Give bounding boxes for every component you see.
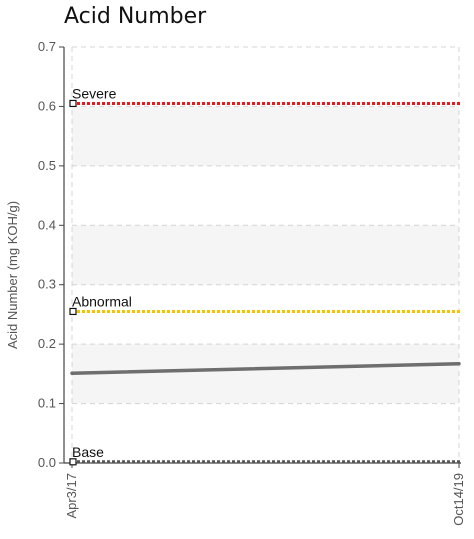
threshold-lines: Severe Abnormal Base [69,85,461,466]
plot-band [72,344,459,404]
plot-band [72,225,459,285]
y-tick-label: 0.7 [38,39,56,54]
y-tick-label: 0.3 [38,277,56,292]
chart-title: Acid Number [64,4,207,29]
threshold-marker-base [69,458,77,466]
y-axis-title: Acid Number (mg KOH/g) [5,201,20,349]
alternating-bands [72,106,459,404]
y-tick-label: 0.0 [38,455,56,470]
x-tick-label: Apr3/17 [64,473,79,519]
threshold-marker-severe [69,99,77,108]
x-tick-label: Oct14/19 [451,473,466,526]
plot-band [72,106,459,166]
x-tick-labels: Apr3/17 Oct14/19 [64,473,466,526]
data-series [70,362,461,376]
y-tick-label: 0.2 [38,336,56,351]
threshold-label-severe: Severe [72,85,117,101]
y-tick-label: 0.1 [38,396,56,411]
y-tick-labels: 0.0 0.1 0.2 0.3 0.4 0.5 0.6 0.7 [38,39,56,470]
threshold-label-base: Base [72,444,104,460]
series-line [70,362,461,376]
y-tick-label: 0.6 [38,98,56,113]
y-tick-label: 0.4 [38,217,56,232]
threshold-marker-abnormal [69,307,77,316]
threshold-label-abnormal: Abnormal [72,293,132,309]
y-tick-label: 0.5 [38,158,56,173]
